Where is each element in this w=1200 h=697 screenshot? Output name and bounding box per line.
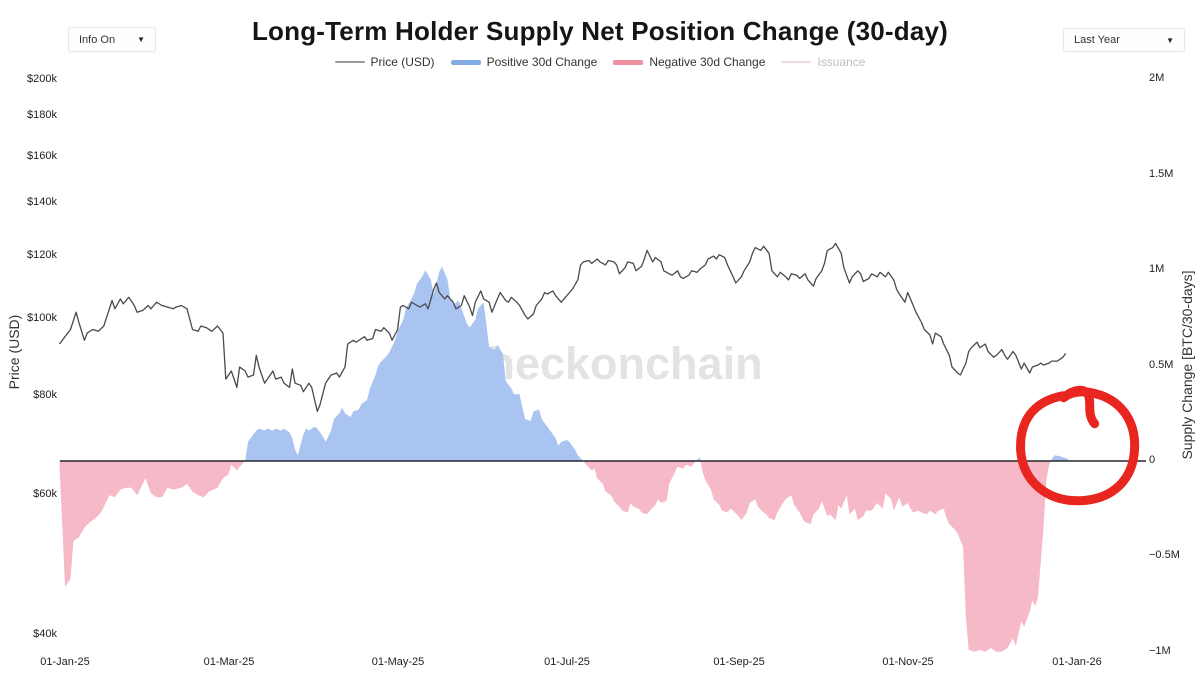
legend-item-negative-change[interactable]: Negative 30d Change xyxy=(613,55,765,69)
chevron-down-icon: ▼ xyxy=(137,35,145,44)
supply-axis-tick: 0 xyxy=(1149,454,1156,466)
price-line-swatch-icon xyxy=(334,61,365,63)
price-line xyxy=(58,242,1067,413)
supply-axis-tick: 1.5M xyxy=(1149,168,1174,180)
issuance-swatch-icon xyxy=(781,61,812,63)
price-axis-tick: $60k xyxy=(33,488,57,500)
info-on-dropdown-label: Info On xyxy=(79,33,116,46)
supply-axis-tick: −0.5M xyxy=(1149,549,1180,561)
price-axis-tick: $160k xyxy=(27,150,57,162)
date-axis-tick: 01-Mar-25 xyxy=(203,656,255,668)
date-axis-tick: 01-Jan-25 xyxy=(40,656,90,668)
price-axis-tick: $140k xyxy=(27,196,57,208)
price-axis-tick: $40k xyxy=(33,628,57,640)
chevron-down-icon: ▼ xyxy=(1166,35,1174,45)
negative-change-swatch-icon xyxy=(613,59,644,65)
legend-label: Positive 30d Change xyxy=(486,55,598,69)
price-axis-tick: $120k xyxy=(27,249,57,261)
date-axis-tick: 01-Nov-25 xyxy=(882,656,934,668)
positive-30d-change-area xyxy=(245,266,1069,461)
info-on-dropdown[interactable]: Info On ▼ xyxy=(68,27,156,52)
supply-axis-tick: −1M xyxy=(1149,645,1171,657)
price-axis-tick: $180k xyxy=(27,109,57,121)
hand-drawn-circle-annotation xyxy=(1016,385,1140,506)
legend-item-price[interactable]: Price (USD) xyxy=(334,55,435,69)
price-axis-tick: $200k xyxy=(27,73,57,85)
date-axis-tick: 01-Sep-25 xyxy=(713,656,765,668)
date-axis-tick: 01-Jul-25 xyxy=(544,656,590,668)
price-axis-tick: $80k xyxy=(33,389,57,401)
positive-change-swatch-icon xyxy=(450,59,481,65)
date-axis-tick: 01-May-25 xyxy=(371,656,425,668)
legend: Price (USD) Positive 30d Change Negative… xyxy=(0,55,1200,69)
time-range-dropdown[interactable]: Last Year ▼ xyxy=(1063,28,1185,52)
legend-item-issuance[interactable]: Issuance xyxy=(781,55,865,69)
page-title: Long-Term Holder Supply Net Position Cha… xyxy=(251,16,949,46)
time-range-dropdown-label: Last Year xyxy=(1074,34,1120,46)
legend-label: Price (USD) xyxy=(370,55,435,69)
date-axis-tick: 01-Jan-26 xyxy=(1052,656,1102,668)
negative-30d-change-area xyxy=(59,461,1051,652)
legend-item-positive-change[interactable]: Positive 30d Change xyxy=(450,55,598,69)
supply-axis-tick: 0.5M xyxy=(1149,359,1174,371)
supply-axis-tick: 2M xyxy=(1149,72,1165,84)
legend-label: Issuance xyxy=(817,55,866,69)
supply-axis-tick: 1M xyxy=(1149,263,1165,275)
price-axis-tick: $100k xyxy=(27,312,57,324)
legend-label: Negative 30d Change xyxy=(649,55,766,69)
